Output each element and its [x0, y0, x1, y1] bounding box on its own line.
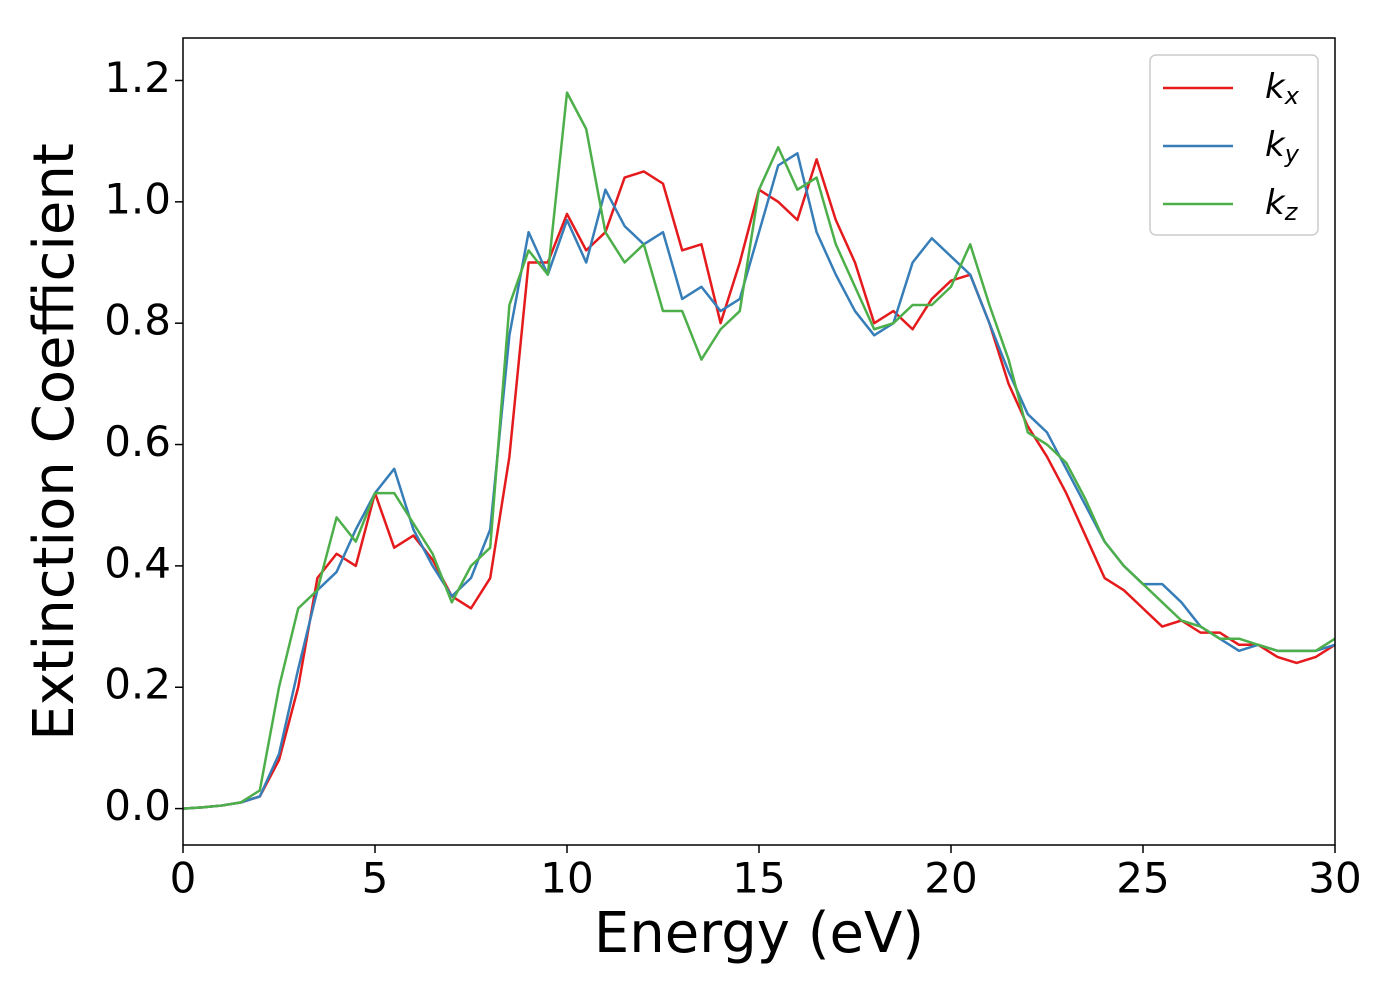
x-axis-label: Energy (eV) — [594, 901, 924, 966]
y-tick-label: 0.0 — [104, 781, 171, 830]
data-line — [183, 91, 1335, 810]
legend-box — [1149, 54, 1319, 236]
data-line — [183, 158, 1335, 810]
y-tick-label: 0.6 — [104, 417, 171, 466]
data-line — [183, 152, 1335, 810]
y-tick-label: 0.8 — [104, 296, 171, 345]
plot-frame — [182, 37, 1336, 846]
legend-label: kx — [1265, 67, 1300, 111]
y-tick-label: 1.0 — [104, 174, 171, 223]
y-tick-label: 1.2 — [104, 53, 171, 102]
legend-label: kz — [1265, 183, 1299, 227]
y-tick-label: 0.4 — [104, 538, 171, 587]
x-tick-label: 5 — [362, 854, 389, 903]
y-tick-label: 0.2 — [104, 660, 171, 709]
x-tick-label: 30 — [1308, 854, 1361, 903]
x-tick-label: 20 — [924, 854, 977, 903]
y-axis-label: Extinction Coefficient — [22, 143, 87, 741]
x-tick-label: 25 — [1116, 854, 1169, 903]
legend-label: ky — [1265, 125, 1300, 169]
x-tick-label: 10 — [540, 854, 593, 903]
x-tick-label: 15 — [732, 854, 785, 903]
x-tick-label: 0 — [170, 854, 197, 903]
